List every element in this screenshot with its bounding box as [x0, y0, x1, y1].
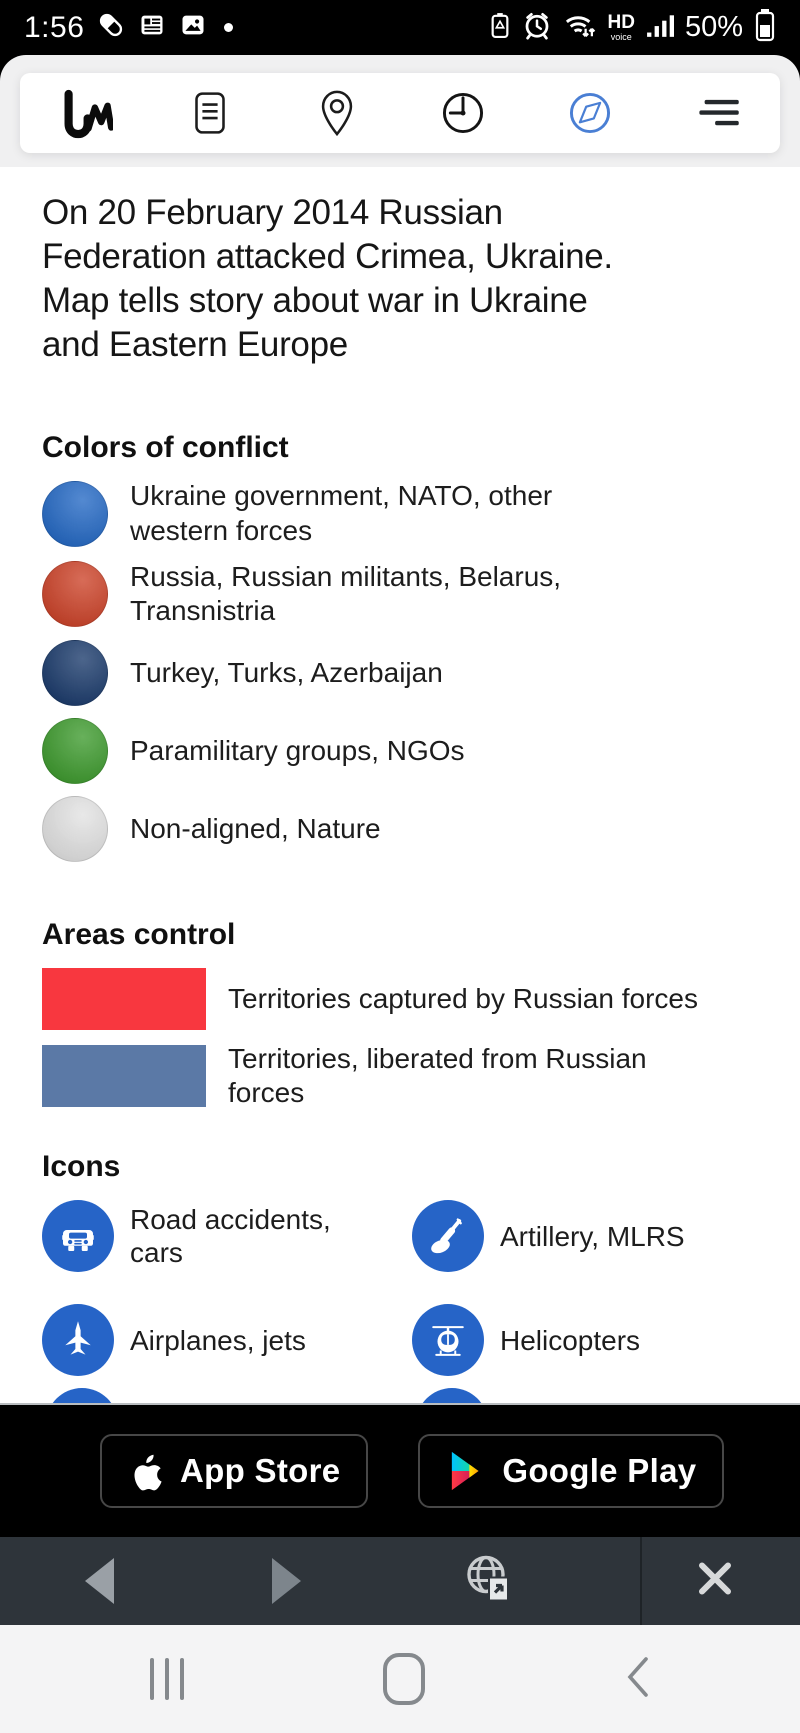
apple-icon — [134, 1454, 162, 1491]
swatch-liberated — [42, 1045, 206, 1108]
wifi-calling-icon — [563, 10, 597, 45]
clipped-icon-row — [42, 1388, 760, 1403]
banner-divider — [0, 1403, 800, 1405]
color-dot-nonaligned — [42, 796, 108, 862]
clipped-icon — [416, 1388, 488, 1403]
recents-button[interactable] — [150, 1658, 184, 1700]
legend-item: Road accidents, cars — [42, 1200, 412, 1273]
location-pin-icon[interactable] — [307, 83, 367, 143]
swatch-captured — [42, 968, 206, 1030]
color-dot-russia — [42, 560, 108, 627]
artillery-icon — [412, 1200, 484, 1273]
legend-item: Artillery, MLRS — [412, 1200, 760, 1273]
page-title: On 20 February 2014 Russian Federation a… — [42, 193, 613, 365]
car-icon — [42, 1200, 114, 1273]
icons-heading: Icons — [42, 1150, 121, 1184]
colors-of-conflict-list: Ukraine government, NATO, other western … — [42, 479, 760, 862]
color-dot-turkey — [42, 640, 108, 706]
legend-item: Territories, liberated from Russian forc… — [42, 1042, 760, 1110]
app-header-background — [0, 55, 800, 167]
toolbar-divider — [640, 1537, 642, 1625]
google-play-icon — [452, 1451, 479, 1491]
alarm-icon — [522, 10, 552, 45]
browser-toolbar — [0, 1537, 800, 1625]
legend-item: Airplanes, jets — [42, 1304, 412, 1377]
signal-strength-icon — [646, 11, 674, 44]
browser-back-button[interactable] — [85, 1558, 114, 1604]
battery-icon — [754, 8, 776, 47]
close-webview-button[interactable] — [692, 1556, 738, 1607]
android-navigation-bar — [0, 1625, 800, 1733]
liveuamap-logo[interactable] — [54, 83, 114, 143]
menu-icon[interactable] — [686, 83, 746, 143]
legend-page: On 20 February 2014 Russian Federation a… — [0, 167, 800, 1403]
time-history-icon[interactable] — [433, 83, 493, 143]
browser-forward-button[interactable] — [272, 1558, 301, 1604]
status-bar: 1:56 HD voice 50% — [0, 0, 800, 55]
areas-control-heading: Areas control — [42, 918, 236, 951]
home-button[interactable] — [383, 1653, 425, 1705]
news-feed-icon[interactable] — [180, 83, 240, 143]
legend-item: Turkey, Turks, Azerbaijan — [42, 640, 760, 706]
back-button[interactable] — [624, 1655, 650, 1704]
legend-item: Helicopters — [412, 1304, 760, 1377]
battery-percent: 50% — [684, 11, 743, 43]
legend-item: Ukraine government, NATO, other western … — [42, 479, 760, 547]
open-in-browser-button[interactable] — [462, 1551, 518, 1612]
notification-dot-icon — [224, 23, 234, 32]
gallery-notification-icon — [179, 11, 207, 44]
jet-icon — [42, 1304, 114, 1377]
app-store-button[interactable]: App Store — [100, 1434, 369, 1508]
legend-item: Non-aligned, Nature — [42, 796, 760, 862]
battery-saver-icon — [489, 10, 511, 45]
compass-explore-icon[interactable] — [560, 83, 620, 143]
app-toolbar — [20, 73, 780, 153]
color-dot-paramilitary — [42, 718, 108, 784]
hd-voice-indicator: HD voice — [607, 12, 635, 42]
icons-list: Road accidents, cars Artillery, MLRS Air… — [42, 1200, 760, 1377]
helicopter-icon — [412, 1304, 484, 1377]
clock-time: 1:56 — [24, 10, 85, 44]
colors-of-conflict-heading: Colors of conflict — [42, 431, 289, 465]
legend-item: Russia, Russian militants, Belarus, Tran… — [42, 560, 760, 628]
google-play-button[interactable]: Google Play — [418, 1434, 725, 1508]
color-dot-ukraine — [42, 480, 108, 547]
legend-item: Paramilitary groups, NGOs — [42, 718, 760, 784]
news-notification-icon — [138, 11, 166, 44]
app-store-banner: App Store Google Play — [0, 1405, 800, 1537]
legend-item: Territories captured by Russian forces — [42, 968, 760, 1030]
clipped-icon — [46, 1388, 118, 1403]
areas-control-list: Territories captured by Russian forces T… — [42, 968, 760, 1110]
pill-notification-icon — [97, 11, 125, 44]
